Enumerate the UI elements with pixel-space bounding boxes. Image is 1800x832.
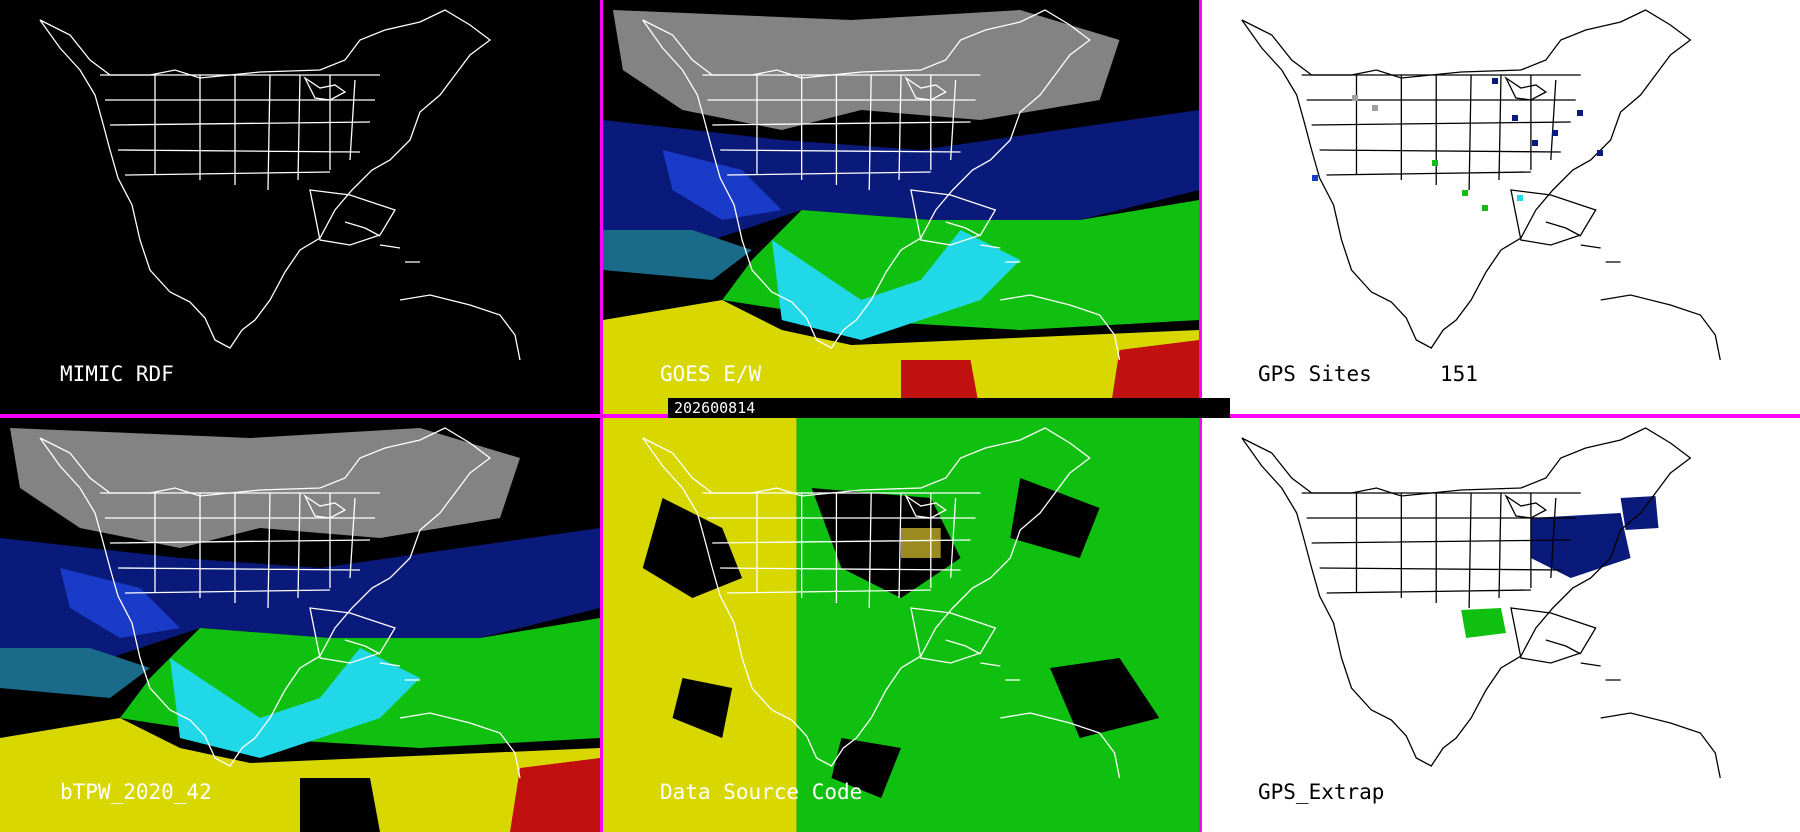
- panel-gps-extrap: GPS_Extrap: [1202, 418, 1800, 832]
- gps-site-marker: [1517, 195, 1523, 201]
- panel-goes-ew: GOES E/W: [603, 0, 1199, 414]
- panel-label: Data Source Code: [660, 780, 863, 804]
- date-bar: 202600814: [668, 398, 1230, 418]
- panel-data-source-code: Data Source Code: [603, 418, 1199, 832]
- moisture-field: [603, 0, 1199, 414]
- extrapolated-moisture-layer: [1461, 496, 1659, 638]
- panel-label: GPS Sites: [1258, 362, 1372, 386]
- gps-site-marker: [1372, 105, 1378, 111]
- gps-site-marker: [1492, 78, 1498, 84]
- map-outline: [1241, 9, 1721, 361]
- gps-site-marker: [1552, 130, 1558, 136]
- gps-site-marker: [1462, 190, 1468, 196]
- gps-site-marker: [1577, 110, 1583, 116]
- moisture-field: [0, 418, 600, 832]
- gps-site-marker: [1432, 160, 1438, 166]
- source-code-field: [603, 418, 1199, 832]
- panel-mimic-rdf: MIMIC RDF: [0, 0, 600, 414]
- panel-label: MIMIC RDF: [60, 362, 174, 386]
- panel-label: GOES E/W: [660, 362, 762, 386]
- gps-site-count: 151: [1440, 362, 1478, 386]
- gps-site-marker: [1482, 205, 1488, 211]
- panel-label: GPS_Extrap: [1258, 780, 1385, 804]
- map-outline: [39, 9, 521, 361]
- gps-site-marker: [1597, 150, 1603, 156]
- gps-site-marker: [1512, 115, 1518, 121]
- panel-btpw: bTPW_2020_42: [0, 418, 600, 832]
- gps-site-marker: [1312, 175, 1318, 181]
- precipitable-water-layer: [0, 418, 600, 832]
- map-outline: [1241, 427, 1721, 779]
- gps-site-marker: [1532, 140, 1538, 146]
- panel-label: bTPW_2020_42: [60, 780, 212, 804]
- panel-gps-sites: GPS Sites 151: [1202, 0, 1800, 414]
- source-code-layer: [603, 418, 1199, 832]
- gps-site-marker: [1352, 95, 1358, 101]
- precipitable-water-layer: [603, 0, 1199, 414]
